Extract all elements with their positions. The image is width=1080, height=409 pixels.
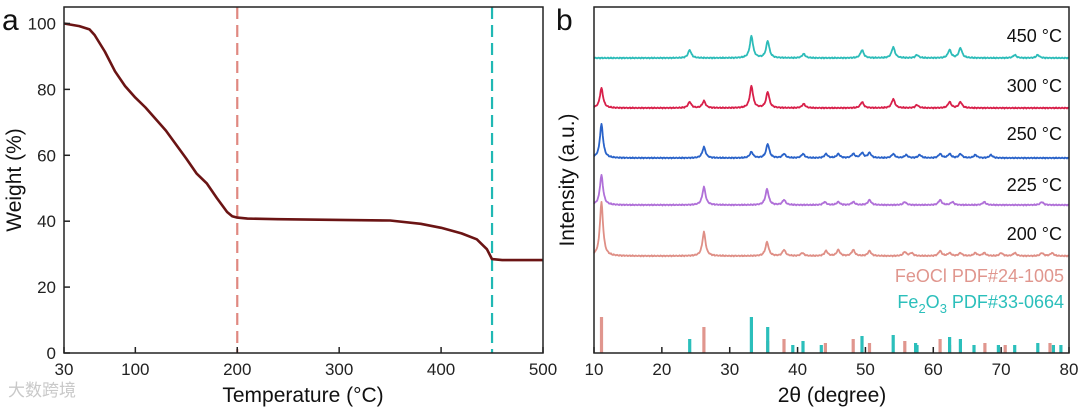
b-x-tick-label: 30 (720, 360, 739, 379)
feocl-reference-stick (938, 339, 942, 353)
panel-b-xrd-chart: b 10 20 30 40 50 60 70 80 450 °C 300 °C 250 °C 225… (556, 4, 1078, 407)
panel-a-weight-curve (63, 22, 543, 262)
panel-b-reference-sticks (599, 317, 1063, 353)
feocl-reference-stick (903, 341, 907, 353)
feocl-reference-stick (823, 343, 827, 353)
a-x-tick-label: 30 (55, 360, 74, 379)
feocl-reference-stick (702, 327, 706, 353)
xrd-pattern-250c (593, 123, 1070, 160)
a-x-tick-label: 500 (529, 360, 557, 379)
series-label-300c: 300 °C (1007, 76, 1062, 96)
panel-b-series-labels: 450 °C 300 °C 250 °C 225 °C 200 °C (1007, 26, 1062, 244)
feocl-reference-label: FeOCl PDF#24-1005 (895, 266, 1064, 286)
a-y-tick-label: 100 (28, 14, 56, 33)
panel-b-letter: b (556, 4, 573, 37)
xrd-pattern-300c (593, 84, 1070, 110)
feocl-reference-stick (1003, 345, 1007, 353)
panel-b-plot-frame (593, 6, 1070, 354)
panel-b-xrd-patterns (593, 34, 1070, 258)
fe2o3-reference-stick (1051, 345, 1055, 353)
series-label-200c: 200 °C (1007, 224, 1062, 244)
panel-b-y-axis-label: Intensity (a.u.) (556, 113, 579, 246)
a-x-tick-label: 300 (325, 360, 353, 379)
fe2o3-reference-stick (1059, 345, 1063, 353)
feocl-reference-stick (983, 343, 987, 353)
fe2o3-reference-stick (948, 337, 952, 353)
b-x-tick-label: 80 (1060, 360, 1079, 379)
b-x-tick-label: 60 (924, 360, 943, 379)
fe2o3-reference-stick (791, 345, 795, 353)
panel-b-x-axis-label: 2θ (degree) (778, 384, 887, 407)
fe2o3-reference-stick (915, 345, 919, 353)
panel-a-x-axis-label: Temperature (°C) (222, 384, 383, 407)
a-y-tick-label: 60 (37, 146, 56, 165)
fe2o3-reference-stick (1036, 343, 1040, 353)
a-x-tick-label: 200 (223, 360, 251, 379)
panel-a-y-axis-label: Weight (%) (3, 128, 26, 231)
panel-a-tga-chart: a 30 100 200 300 400 500 0 20 40 60 80 100 Tempera… (2, 4, 557, 407)
a-y-tick-label: 20 (37, 278, 56, 297)
b-x-tick-label: 20 (652, 360, 671, 379)
fe2o3-reference-stick (996, 345, 1000, 353)
b-x-tick-label: 50 (856, 360, 875, 379)
feocl-reference-stick (851, 339, 855, 353)
b-x-tick-label: 40 (788, 360, 807, 379)
fe2o3-reference-stick (958, 339, 962, 353)
panel-a-y-ticks: 0 20 40 60 80 100 (28, 14, 70, 363)
panel-b-x-ticks: 10 20 30 40 50 60 70 80 (585, 347, 1079, 379)
feocl-reference-stick (1048, 343, 1052, 353)
a-y-tick-label: 80 (37, 80, 56, 99)
b-x-tick-label: 70 (992, 360, 1011, 379)
fe2o3-reference-label: Fe2O3 PDF#33-0664 (897, 292, 1064, 316)
xrd-pattern-200c (593, 200, 1070, 258)
xrd-pattern-225c (593, 173, 1070, 207)
fe2o3-reference-stick (688, 339, 692, 353)
series-label-450c: 450 °C (1007, 26, 1062, 46)
series-label-250c: 250 °C (1007, 124, 1062, 144)
feocl-reference-stick (782, 339, 786, 353)
feocl-reference-stick (867, 343, 872, 353)
a-y-tick-label: 40 (37, 212, 56, 231)
fe2o3-reference-stick (891, 335, 895, 353)
a-x-tick-label: 100 (121, 360, 149, 379)
fe2o3-reference-stick (1013, 345, 1017, 353)
b-x-tick-label: 10 (585, 360, 604, 379)
panel-a-reference-lines (236, 7, 494, 353)
fe2o3-reference-stick (819, 345, 823, 353)
watermark: 大数跨境 (8, 381, 76, 401)
a-y-tick-label: 0 (47, 344, 56, 363)
a-x-tick-label: 400 (427, 360, 455, 379)
fe2o3-reference-stick (860, 336, 864, 353)
panel-a-x-ticks: 30 100 200 300 400 500 (55, 347, 557, 379)
fe2o3-reference-stick (972, 345, 976, 353)
fe2o3-reference-stick (766, 327, 770, 353)
fe2o3-reference-stick (749, 317, 753, 353)
panel-a-letter: a (2, 4, 19, 37)
series-label-225c: 225 °C (1007, 175, 1062, 195)
xrd-pattern-450c (593, 34, 1070, 60)
panel-a-plot-frame (63, 6, 544, 354)
feocl-reference-stick (599, 317, 604, 353)
fe2o3-reference-stick (801, 341, 805, 353)
